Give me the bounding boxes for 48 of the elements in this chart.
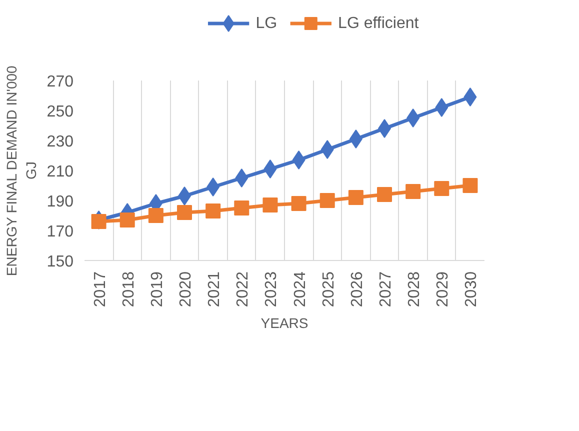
x-tick-label: 2024 [292,271,309,308]
y-tick-label: 250 [46,104,74,120]
x-tick-label: 2030 [463,271,480,308]
point [148,208,164,223]
x-tick-label: 2026 [348,271,366,308]
legend-label: LG efficient [338,15,420,32]
point [292,150,306,170]
point [320,193,335,208]
point [234,200,250,216]
legend-label: LG [256,15,278,32]
y-tick-label: 190 [46,194,74,210]
y-tick-label: 230 [46,134,74,150]
x-axis-title: YEARS [260,315,308,332]
point [349,130,362,148]
point [435,98,448,117]
x-tick-label: 2019 [148,271,166,308]
x-tick-label: 2021 [206,271,224,308]
x-tick-label: 2020 [178,271,194,308]
point [464,88,477,106]
point [206,178,220,196]
y-tick-label: 210 [46,164,74,180]
x-tick-label: 2027 [378,271,394,308]
y-tick-label: 170 [46,224,74,240]
x-tick-label: 2028 [406,271,424,308]
point [406,108,420,128]
point [434,181,450,196]
point [91,214,106,229]
point [235,168,248,188]
point [348,190,364,205]
x-tick-label: 2017 [92,271,109,308]
point [377,187,392,202]
point [264,160,277,178]
x-tick-label: 2029 [434,271,452,308]
y-tick-label: 150 [46,254,74,270]
x-tick-label: 2022 [234,271,252,308]
point [177,205,192,220]
y-tick-label: 270 [46,74,74,90]
point [291,196,306,211]
x-tick-label: 2018 [120,271,138,308]
point [206,204,221,218]
x-tick-label: 2023 [263,271,280,308]
point [406,184,421,199]
point [462,178,478,193]
y-axis-title: ENERGY FINAL DEMAND IN'000 GJ [4,65,39,276]
point [262,198,278,212]
point [120,212,135,228]
x-tick-label: 2025 [320,271,338,308]
point [320,140,334,159]
